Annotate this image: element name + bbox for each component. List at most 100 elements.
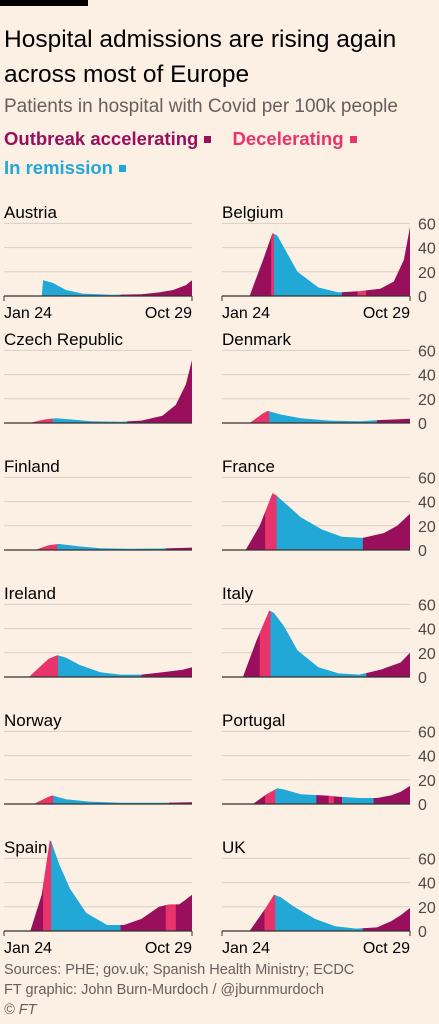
- y-tick-label: 40: [418, 749, 436, 766]
- x-tick-label: Oct 29: [363, 305, 410, 322]
- area-segment-decelerating: [328, 795, 335, 804]
- panel-title: Austria: [4, 203, 57, 222]
- area-segment-decelerating: [35, 544, 58, 550]
- legend-decelerating-label: Decelerating: [232, 128, 344, 149]
- y-tick-label: 60: [418, 597, 436, 614]
- area-segment-accelerating: [175, 894, 192, 931]
- x-tick-label: Oct 29: [145, 940, 192, 957]
- y-tick-label: 40: [418, 241, 436, 258]
- area-segment-accelerating: [316, 795, 330, 804]
- panel-portugal: Portugal 0 20 40 60: [222, 711, 436, 814]
- area-segment-accelerating: [373, 785, 410, 804]
- y-tick-label: 20: [418, 900, 436, 917]
- y-tick-label: 40: [418, 368, 436, 385]
- area-segment-accelerating: [242, 631, 261, 677]
- area-segment-remission: [57, 655, 143, 677]
- area-segment-decelerating: [265, 789, 276, 804]
- area-segment-remission: [52, 418, 128, 423]
- area-segment-accelerating: [141, 667, 192, 677]
- area-segment-remission: [276, 495, 364, 550]
- area-segment-accelerating: [366, 227, 410, 296]
- panel-ireland: Ireland: [4, 584, 192, 678]
- panel-title: Spain: [4, 838, 47, 857]
- area-segment-accelerating: [249, 908, 266, 931]
- panel-title: Italy: [222, 584, 254, 603]
- area-segment-remission: [269, 411, 378, 423]
- y-tick-label: 20: [418, 265, 436, 282]
- y-tick-label: 20: [418, 646, 436, 663]
- y-tick-label: 40: [418, 495, 436, 512]
- y-tick-label: 60: [418, 216, 436, 233]
- panel-title: Belgium: [222, 203, 283, 222]
- area-segment-accelerating: [127, 360, 192, 423]
- y-tick-label: 0: [418, 416, 427, 433]
- area-segment-decelerating: [271, 233, 275, 296]
- area-segment-decelerating: [249, 410, 270, 423]
- panel-title: Portugal: [222, 711, 285, 730]
- legend-remission-swatch: [118, 164, 126, 172]
- area-segment-decelerating: [259, 610, 272, 677]
- area-segment-accelerating: [120, 280, 192, 296]
- area-segment-decelerating: [33, 795, 54, 804]
- x-tick-label: Oct 29: [145, 305, 192, 322]
- chart-subtitle: Patients in hospital with Covid per 100k…: [4, 96, 398, 117]
- area-segment-accelerating: [362, 513, 410, 550]
- area-segment-decelerating: [165, 904, 177, 931]
- panel-austria: Austria Jan 24 Oct 29: [3, 203, 193, 322]
- area-segment-remission: [341, 796, 375, 804]
- panel-czech-republic: Czech Republic: [4, 330, 192, 424]
- panel-belgium: Belgium 0 20 40 60 Jan 24 Oct 29: [221, 203, 436, 322]
- panel-italy: Italy 0 20 40 60: [222, 584, 436, 687]
- y-tick-label: 0: [418, 924, 427, 941]
- area-segment-decelerating: [357, 290, 367, 296]
- panel-title: Czech Republic: [4, 330, 124, 349]
- y-tick-label: 0: [418, 289, 427, 306]
- y-tick-label: 40: [418, 622, 436, 639]
- panel-title: France: [222, 457, 275, 476]
- area-segment-remission: [273, 233, 343, 296]
- panel-title: Norway: [4, 711, 62, 730]
- panel-title: Finland: [4, 457, 60, 476]
- area-segment-accelerating: [366, 652, 410, 677]
- area-segment-remission: [51, 841, 122, 931]
- area-segment-decelerating: [265, 493, 278, 550]
- legend-remission-label: In remission: [4, 157, 113, 178]
- panel-finland: Finland: [4, 457, 192, 551]
- x-tick-label: Jan 24: [222, 940, 270, 957]
- y-tick-label: 60: [418, 343, 436, 360]
- area-segment-remission: [41, 280, 122, 296]
- panel-title: Denmark: [222, 330, 291, 349]
- x-tick-label: Jan 24: [4, 305, 52, 322]
- y-tick-label: 0: [418, 543, 427, 560]
- legend-row-1: Outbreak accelerating Decelerating: [4, 128, 357, 150]
- y-tick-label: 20: [418, 392, 436, 409]
- legend-row-2: In remission: [4, 157, 126, 179]
- area-segment-remission: [275, 788, 317, 804]
- footer-credit: FT graphic: John Burn-Murdoch / @jburnmu…: [4, 982, 324, 998]
- area-segment-accelerating: [245, 510, 266, 550]
- area-segment-accelerating: [120, 905, 167, 931]
- area-segment-decelerating: [28, 418, 54, 423]
- y-tick-label: 60: [418, 724, 436, 741]
- footer-copyright: © FT: [4, 1002, 37, 1018]
- panel-title: Ireland: [4, 584, 56, 603]
- area-segment-remission: [275, 895, 364, 931]
- footer-sources: Sources: PHE; gov.uk; Spanish Health Min…: [4, 962, 355, 978]
- panel-france: France 0 20 40 60: [222, 457, 436, 560]
- area-segment-accelerating: [376, 418, 410, 423]
- area-segment-accelerating: [249, 235, 272, 296]
- area-segment-remission: [270, 611, 367, 677]
- y-tick-label: 60: [418, 851, 436, 868]
- area-segment-accelerating: [341, 291, 359, 296]
- area-segment-decelerating: [43, 840, 52, 931]
- legend-decelerating-swatch: [349, 135, 357, 143]
- x-tick-label: Jan 24: [4, 940, 52, 957]
- chart-title: Hospital admissions are rising again acr…: [4, 26, 397, 88]
- area-segment-decelerating: [264, 894, 276, 931]
- panel-denmark: Denmark 0 20 40 60: [222, 330, 436, 433]
- y-tick-label: 0: [418, 797, 427, 814]
- x-tick-label: Jan 24: [222, 305, 270, 322]
- ft-brand-bar: [0, 0, 88, 6]
- area-segment-remission: [57, 544, 167, 550]
